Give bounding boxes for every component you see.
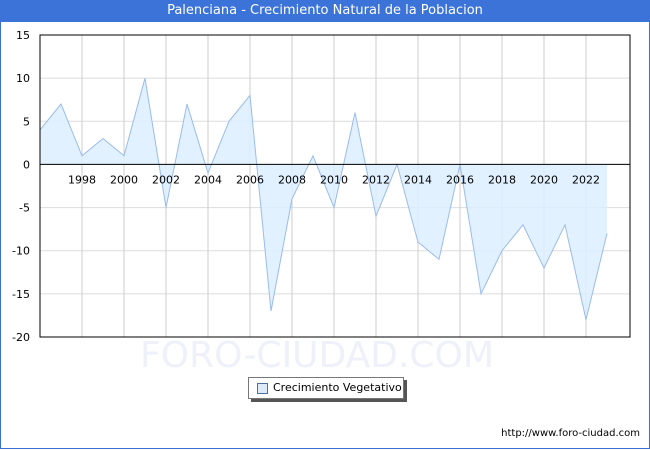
- chart-legend: Crecimiento Vegetativo: [248, 377, 404, 399]
- data-line: [39, 78, 608, 320]
- x-tick-label: 2012: [362, 173, 390, 186]
- x-tick-label: 2014: [404, 173, 432, 186]
- x-tick-label: 2008: [278, 173, 306, 186]
- x-tick-label: 2020: [530, 173, 558, 186]
- legend-swatch-icon: [257, 383, 268, 394]
- x-tick-label: 1998: [68, 173, 96, 186]
- source-url: http://www.foro-ciudad.com: [501, 428, 640, 439]
- area-fill: [40, 78, 607, 320]
- y-tick-label: 15: [16, 29, 30, 42]
- plot-border: [39, 34, 631, 338]
- x-tick-label: 2010: [320, 173, 348, 186]
- watermark: FORO-CIUDAD.COM: [140, 335, 494, 376]
- y-tick-label: 0: [23, 158, 30, 171]
- x-tick-label: 2006: [236, 173, 264, 186]
- x-tick-label: 2016: [446, 173, 474, 186]
- x-tick-label: 2022: [572, 173, 600, 186]
- x-tick-label: 2004: [194, 173, 222, 186]
- x-tick-label: 2002: [152, 173, 180, 186]
- y-tick-label: -15: [12, 288, 30, 301]
- y-tick-label: -10: [12, 245, 30, 258]
- y-tick-label: 5: [23, 115, 30, 128]
- chart-title: Palenciana - Crecimiento Natural de la P…: [0, 0, 650, 22]
- legend-label: Crecimiento Vegetativo: [273, 381, 402, 394]
- x-tick-label: 2018: [488, 173, 516, 186]
- x-tick-label: 2000: [110, 173, 138, 186]
- y-tick-label: -5: [19, 202, 30, 215]
- y-tick-label: -20: [12, 331, 30, 344]
- y-tick-label: 10: [16, 72, 30, 85]
